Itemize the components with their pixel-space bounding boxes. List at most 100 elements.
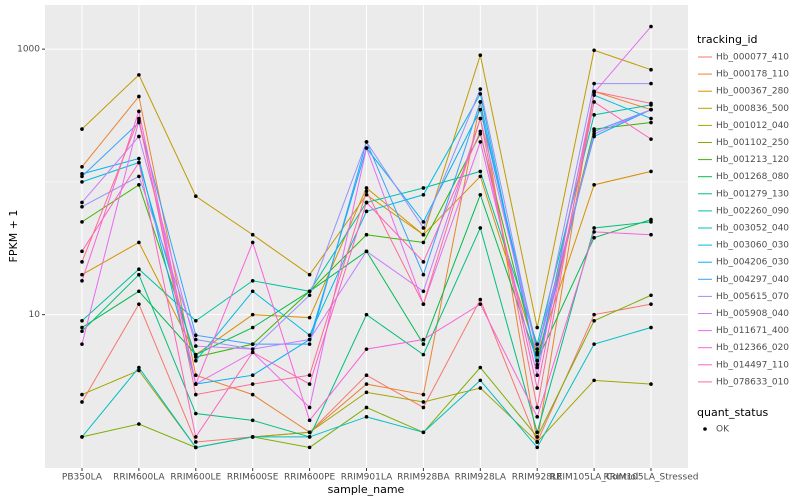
point — [137, 116, 141, 121]
point — [137, 302, 141, 306]
point — [649, 137, 653, 141]
point — [478, 386, 483, 390]
point — [137, 174, 141, 179]
point — [250, 232, 255, 237]
point — [80, 200, 84, 205]
point — [364, 189, 369, 194]
point — [80, 392, 84, 397]
x-tick-label: RRIM105LA_Stressed — [604, 473, 699, 483]
point — [421, 302, 426, 306]
point — [80, 174, 84, 179]
point — [137, 240, 141, 245]
point — [193, 445, 198, 450]
point — [421, 400, 426, 404]
point — [193, 440, 198, 444]
point — [80, 164, 84, 169]
point — [592, 318, 596, 323]
point — [535, 405, 540, 410]
point — [421, 192, 426, 197]
point — [535, 347, 540, 351]
point — [649, 382, 653, 386]
point — [250, 342, 255, 346]
point — [137, 422, 141, 426]
point — [478, 100, 483, 104]
x-tick-label: PB350LA — [62, 473, 103, 483]
legend-label: Hb_001012_040 — [716, 121, 789, 131]
point — [137, 267, 141, 272]
point — [250, 373, 255, 378]
point — [307, 337, 312, 342]
point — [137, 183, 141, 187]
point — [535, 386, 540, 390]
point — [80, 260, 84, 264]
point — [307, 272, 312, 277]
point — [649, 220, 653, 224]
point — [535, 350, 540, 355]
point — [307, 315, 312, 320]
point — [592, 134, 596, 139]
point — [421, 272, 426, 277]
point — [535, 373, 540, 378]
point — [421, 337, 426, 342]
legend-label: Hb_001279_130 — [716, 189, 789, 199]
point — [80, 127, 84, 131]
point — [364, 405, 369, 410]
point — [478, 302, 483, 306]
point — [80, 180, 84, 184]
point — [421, 240, 426, 245]
point — [137, 94, 141, 99]
x-tick-label: RRIM928LA — [455, 473, 507, 483]
point — [137, 272, 141, 277]
legend-label: Hb_000367_280 — [716, 87, 789, 97]
legend-label: Hb_002260_090 — [716, 206, 789, 216]
point — [364, 186, 369, 190]
point — [137, 156, 141, 161]
point — [421, 260, 426, 264]
point — [592, 312, 596, 317]
point — [421, 405, 426, 410]
point — [80, 435, 84, 439]
legend-label: Hb_001268_080 — [716, 172, 789, 182]
point — [364, 312, 369, 317]
point — [421, 232, 426, 237]
point — [193, 352, 198, 357]
legend-label: OK — [716, 425, 730, 435]
x-tick-label: RRIM928BA — [397, 473, 450, 483]
point — [478, 297, 483, 302]
point — [250, 350, 255, 355]
point — [250, 382, 255, 386]
shape-legend-title: quant_status — [697, 406, 769, 419]
point — [421, 220, 426, 224]
point — [137, 160, 141, 165]
point — [250, 347, 255, 351]
point — [592, 81, 596, 86]
point — [364, 249, 369, 254]
point — [592, 235, 596, 240]
y-tick-label: 1000 — [17, 45, 40, 55]
point — [478, 129, 483, 134]
point — [535, 430, 540, 435]
x-tick-label: RRIM901LA — [341, 473, 393, 483]
point — [80, 400, 84, 404]
point — [478, 107, 483, 112]
point — [307, 405, 312, 410]
x-tick-label: RRIM600SE — [227, 473, 279, 483]
point — [535, 435, 540, 439]
point — [649, 24, 653, 29]
point — [364, 209, 369, 214]
point — [364, 146, 369, 150]
point — [364, 347, 369, 351]
point — [250, 325, 255, 330]
point — [421, 186, 426, 190]
legend-point — [703, 427, 707, 431]
x-tick-label: RRIM600LE — [170, 473, 221, 483]
point — [193, 411, 198, 416]
point — [307, 293, 312, 298]
point — [478, 53, 483, 58]
point — [421, 392, 426, 397]
x-tick-label: RRIM600LA — [113, 473, 165, 483]
legend-title: tracking_id — [697, 33, 758, 46]
point — [137, 289, 141, 294]
point — [193, 373, 198, 378]
